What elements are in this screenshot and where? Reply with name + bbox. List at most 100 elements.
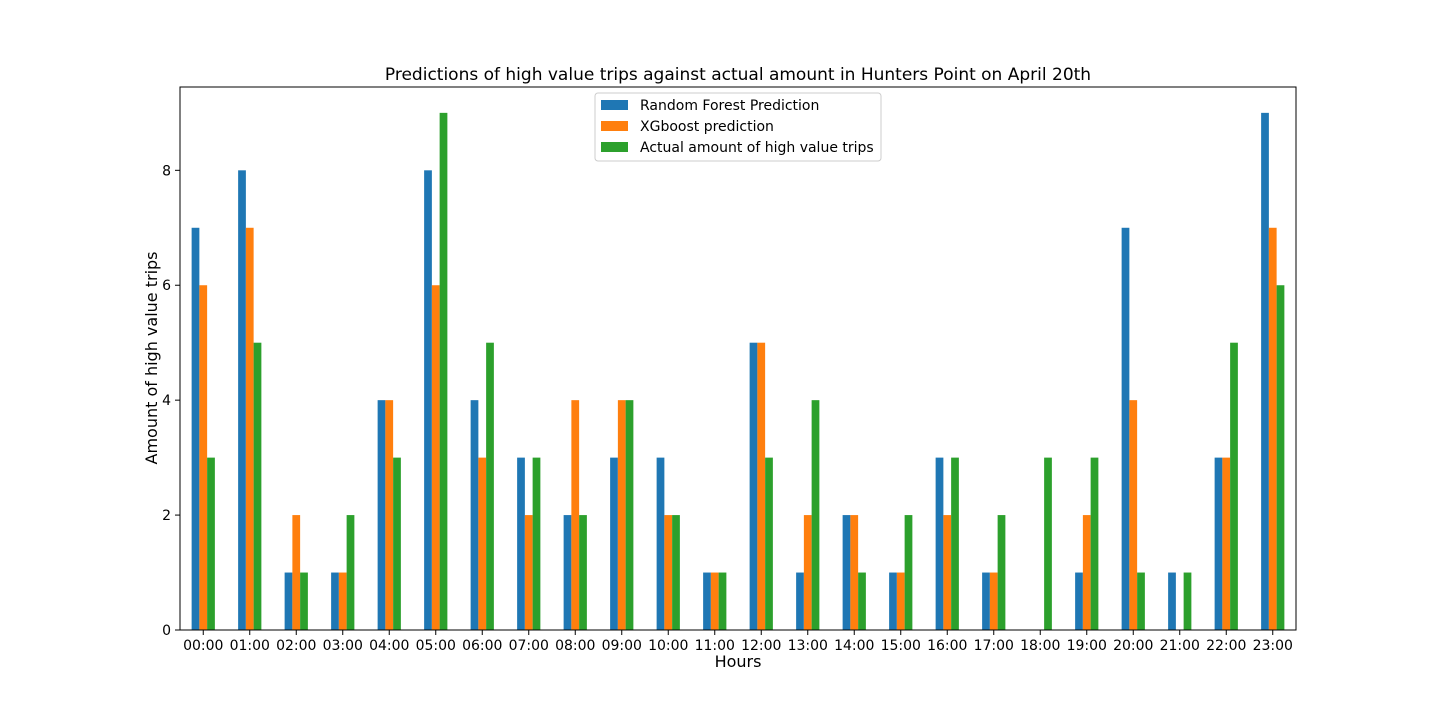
bar-xgb-10 (664, 515, 673, 630)
x-tick-label: 20:00 (1113, 638, 1153, 654)
bar-xgb-16 (943, 515, 952, 630)
bar-actual-15 (904, 515, 913, 630)
x-tick-label: 11:00 (695, 638, 735, 654)
legend-label: Random Forest Prediction (640, 98, 819, 114)
bar-rf-0 (191, 227, 200, 630)
x-tick-label: 12:00 (741, 638, 781, 654)
bar-xgb-20 (1129, 400, 1138, 630)
bar-xgb-15 (896, 572, 905, 630)
x-tick-label: 01:00 (230, 638, 270, 654)
bar-rf-9 (610, 457, 618, 630)
x-tick-label: 08:00 (555, 638, 595, 654)
x-tick-label: 10:00 (648, 638, 688, 654)
x-tick-label: 06:00 (462, 638, 502, 654)
bar-xgb-23 (1268, 227, 1277, 630)
bar-xgb-3 (338, 572, 347, 630)
legend-swatch (601, 142, 628, 152)
x-tick-label: 15:00 (881, 638, 921, 654)
bar-actual-1 (253, 342, 262, 630)
bar-rf-22 (1214, 457, 1223, 630)
bar-rf-14 (842, 515, 851, 630)
x-tick-label: 09:00 (602, 638, 642, 654)
bars (191, 112, 1285, 631)
bar-actual-19 (1090, 457, 1099, 630)
chart-title: Predictions of high value trips against … (385, 65, 1091, 85)
x-axis-label: Hours (715, 652, 762, 671)
bar-rf-3 (331, 572, 339, 630)
x-tick-label: 04:00 (369, 638, 409, 654)
bar-actual-14 (858, 572, 866, 630)
bar-actual-22 (1230, 342, 1238, 630)
bar-rf-5 (424, 170, 432, 631)
x-axis: 00:00 01:00 02:00 03:00 04:00 05:00 06:00 07:00… (183, 630, 1293, 654)
bar-actual-21 (1183, 572, 1192, 630)
bar-xgb-19 (1082, 515, 1091, 630)
y-tick-label: 8 (162, 163, 171, 179)
x-tick-label: 02:00 (276, 638, 316, 654)
legend-swatch (601, 121, 628, 131)
bar-xgb-5 (431, 285, 440, 630)
bar-actual-0 (207, 457, 215, 630)
bar-rf-10 (656, 457, 665, 630)
x-tick-label: 21:00 (1160, 638, 1200, 654)
legend-frame (594, 92, 882, 162)
bar-rf-21 (1168, 572, 1176, 630)
bar-rf-2 (284, 572, 293, 630)
bar-rf-1 (238, 170, 246, 631)
x-tick-label: 00:00 (183, 638, 223, 654)
bar-xgb-11 (710, 572, 719, 630)
x-tick-label: 18:00 (1020, 638, 1060, 654)
y-tick-label: 2 (162, 508, 171, 524)
bar-actual-5 (439, 112, 448, 631)
bar-xgb-9 (617, 400, 626, 630)
x-tick-label: 13:00 (788, 638, 828, 654)
x-tick-label: 07:00 (509, 638, 549, 654)
bar-rf-20 (1121, 227, 1130, 630)
bar-actual-11 (718, 572, 727, 630)
bar-actual-18 (1044, 457, 1052, 630)
x-tick-label: 03:00 (323, 638, 363, 654)
bar-rf-23 (1261, 112, 1269, 631)
bar-xgb-8 (571, 400, 580, 630)
bar-actual-8 (579, 515, 587, 630)
x-tick-label: 23:00 (1253, 638, 1293, 654)
bar-xgb-7 (524, 515, 533, 630)
bar-actual-10 (672, 515, 680, 630)
bar-actual-2 (300, 572, 308, 630)
bar-xgb-0 (199, 285, 208, 630)
x-tick-label: 14:00 (834, 638, 874, 654)
bar-xgb-1 (245, 227, 254, 630)
legend-label: XGboost prediction (640, 119, 774, 135)
bar-rf-7 (517, 457, 525, 630)
x-tick-label: 17:00 (974, 638, 1014, 654)
x-tick-label: 05:00 (416, 638, 456, 654)
bar-xgb-17 (989, 572, 998, 630)
bar-rf-8 (563, 515, 572, 630)
bar-actual-12 (765, 457, 773, 630)
bar-actual-3 (346, 515, 355, 630)
bar-xgb-14 (850, 515, 859, 630)
bar-rf-17 (982, 572, 990, 630)
x-tick-label: 19:00 (1067, 638, 1107, 654)
legend-swatch (601, 100, 628, 110)
x-tick-label: 22:00 (1206, 638, 1246, 654)
y-tick-label: 0 (162, 623, 171, 639)
bar-xgb-6 (478, 457, 487, 630)
y-axis-label: Amount of high value trips (142, 251, 161, 464)
bar-rf-16 (935, 457, 944, 630)
bar-actual-4 (393, 457, 401, 630)
legend: Random Forest Prediction XGboost predicti… (594, 92, 882, 162)
bar-xgb-22 (1222, 457, 1231, 630)
bar-actual-20 (1137, 572, 1145, 630)
bar-xgb-4 (385, 400, 394, 630)
bar-rf-15 (889, 572, 897, 630)
bar-actual-6 (486, 342, 494, 630)
plot-frame (179, 86, 1297, 631)
y-axis: 0 2 4 6 8 (162, 163, 180, 639)
x-tick-label: 16:00 (927, 638, 967, 654)
bar-xgb-2 (292, 515, 301, 630)
bar-xgb-12 (757, 342, 766, 630)
bar-actual-7 (532, 457, 541, 630)
y-tick-label: 6 (162, 278, 171, 294)
